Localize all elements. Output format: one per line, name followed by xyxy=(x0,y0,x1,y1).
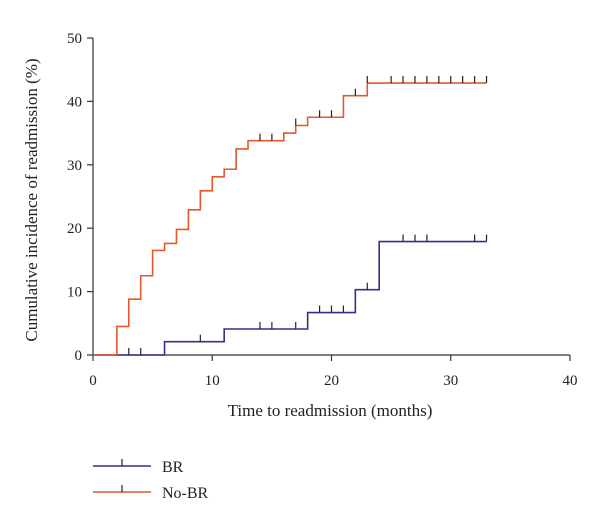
series-line-br xyxy=(93,240,487,356)
y-axis-title: Cumulative incidence of readmission (%) xyxy=(22,58,41,341)
y-tick-label: 30 xyxy=(67,158,82,174)
axes: 0 10 20 30 40 0 10 20 30 40 50 xyxy=(67,31,578,389)
y-tick-label: 10 xyxy=(67,285,82,301)
series-br xyxy=(93,234,488,356)
legend-label-br: BR xyxy=(162,459,184,476)
x-tick-label: 30 xyxy=(443,373,458,389)
x-tick-label: 10 xyxy=(205,373,220,389)
y-tick-label: 40 xyxy=(67,94,82,110)
legend-item-br: BR xyxy=(93,459,184,476)
x-tick-label: 40 xyxy=(563,373,578,389)
y-tick-label: 50 xyxy=(67,31,82,47)
legend-item-no-br: No-BR xyxy=(93,485,209,502)
x-tick-label: 0 xyxy=(89,373,97,389)
series-line-no-br xyxy=(93,82,487,356)
series-no-br xyxy=(93,76,488,356)
legend: BR No-BR xyxy=(93,459,209,502)
legend-label-no-br: No-BR xyxy=(162,485,209,502)
x-tick-label: 20 xyxy=(324,373,339,389)
y-tick-label: 0 xyxy=(75,348,83,364)
x-axis-title: Time to readmission (months) xyxy=(228,401,433,420)
y-tick-label: 20 xyxy=(67,221,82,237)
series-layer xyxy=(93,76,488,356)
